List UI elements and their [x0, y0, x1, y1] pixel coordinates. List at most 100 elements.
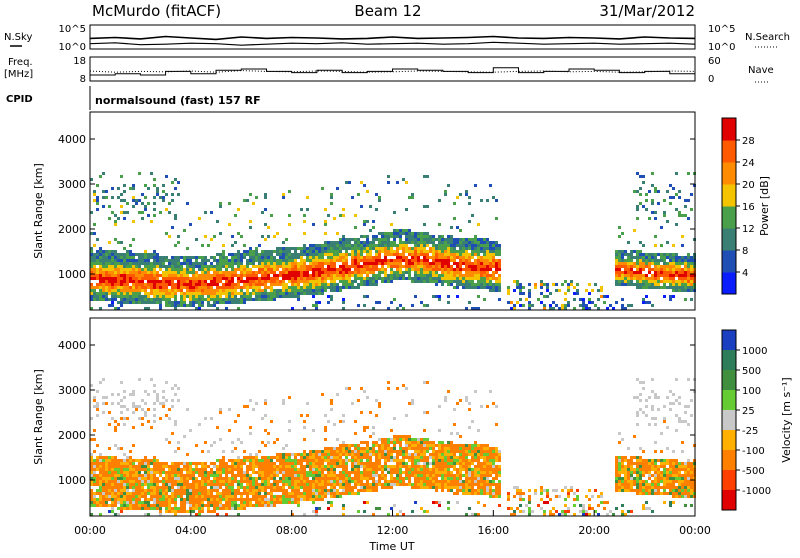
velocity-cell: [165, 486, 168, 489]
velocity-cell: [129, 456, 132, 459]
power-cell: [108, 280, 111, 283]
velocity-cell: [273, 462, 276, 465]
power-cell: [453, 262, 456, 265]
power-cell: [183, 301, 186, 304]
power-cell: [618, 280, 621, 283]
power-cell: [141, 253, 144, 256]
power-cell: [183, 280, 186, 283]
velocity-cell: [399, 462, 402, 465]
velocity-cell: [390, 441, 393, 444]
power-cell: [678, 286, 681, 289]
velocity-cell: [273, 456, 276, 459]
power-cell: [669, 202, 672, 205]
power-cell: [330, 277, 333, 280]
velocity-cell: [387, 459, 390, 462]
power-cell: [105, 253, 108, 256]
power-cell: [681, 268, 684, 271]
velocity-cell: [129, 480, 132, 483]
velocity-cell: [384, 441, 387, 444]
power-cell: [330, 259, 333, 262]
power-cell: [399, 232, 402, 235]
velocity-cell: [153, 408, 156, 411]
power-cell: [432, 256, 435, 259]
power-cell: [261, 280, 264, 283]
power-cell: [360, 280, 363, 283]
velocity-cell: [243, 507, 246, 510]
power-cell: [108, 304, 111, 307]
power-cell: [426, 241, 429, 244]
power-cell: [267, 298, 270, 301]
power-cell: [366, 253, 369, 256]
power-cell: [186, 292, 189, 295]
power-cell: [141, 193, 144, 196]
velocity-cell: [102, 456, 105, 459]
power-cell: [240, 286, 243, 289]
power-cell: [234, 262, 237, 265]
power-cell: [420, 244, 423, 247]
power-cell: [120, 268, 123, 271]
velocity-cell: [180, 468, 183, 471]
power-cell: [261, 295, 264, 298]
velocity-cell: [207, 480, 210, 483]
power-cell: [102, 292, 105, 295]
velocity-cell: [123, 417, 126, 420]
velocity-cell: [117, 495, 120, 498]
velocity-cell: [243, 477, 246, 480]
velocity-cell: [105, 501, 108, 504]
power-cell: [402, 229, 405, 232]
power-cell: [381, 271, 384, 274]
power-cell: [306, 247, 309, 250]
velocity-cell: [378, 453, 381, 456]
power-cell: [672, 187, 675, 190]
power-cell: [417, 244, 420, 247]
power-cell: [498, 274, 501, 277]
power-cell: [162, 280, 165, 283]
velocity-cell: [222, 459, 225, 462]
power-cell: [168, 301, 171, 304]
power-cell: [237, 265, 240, 268]
velocity-cell: [210, 489, 213, 492]
power-cell: [204, 211, 207, 214]
power-cell: [114, 274, 117, 277]
power-cell: [627, 256, 630, 259]
velocity-cell: [126, 471, 129, 474]
power-cell: [648, 262, 651, 265]
power-cell: [135, 286, 138, 289]
power-cell: [111, 301, 114, 304]
power-cell: [375, 259, 378, 262]
power-cell: [375, 268, 378, 271]
power-cell: [600, 295, 603, 298]
power-cell: [381, 265, 384, 268]
velocity-cell: [111, 504, 114, 507]
power-cell: [282, 280, 285, 283]
power-cell: [141, 259, 144, 262]
velocity-cell: [267, 474, 270, 477]
velocity-cell: [261, 474, 264, 477]
power-cell: [159, 289, 162, 292]
power-cell: [243, 283, 246, 286]
power-cell: [465, 280, 468, 283]
velocity-cell: [306, 489, 309, 492]
velocity-cell: [222, 468, 225, 471]
velocity-cell: [180, 471, 183, 474]
velocity-cell: [351, 450, 354, 453]
velocity-cell: [336, 438, 339, 441]
power-cell: [345, 250, 348, 253]
velocity-cell: [126, 459, 129, 462]
power-cell: [498, 247, 501, 250]
velocity-cell: [162, 477, 165, 480]
power-colorbar-label: Power [dB]: [758, 176, 771, 236]
velocity-cell: [258, 477, 261, 480]
power-cell: [99, 262, 102, 265]
velocity-cell: [96, 405, 99, 408]
power-cell: [465, 244, 468, 247]
velocity-cell: [285, 468, 288, 471]
power-cell: [105, 262, 108, 265]
velocity-cell: [321, 450, 324, 453]
power-cell: [399, 244, 402, 247]
power-cell: [174, 289, 177, 292]
power-cell: [624, 259, 627, 262]
velocity-cell: [330, 450, 333, 453]
power-cell: [351, 250, 354, 253]
velocity-cell: [120, 462, 123, 465]
